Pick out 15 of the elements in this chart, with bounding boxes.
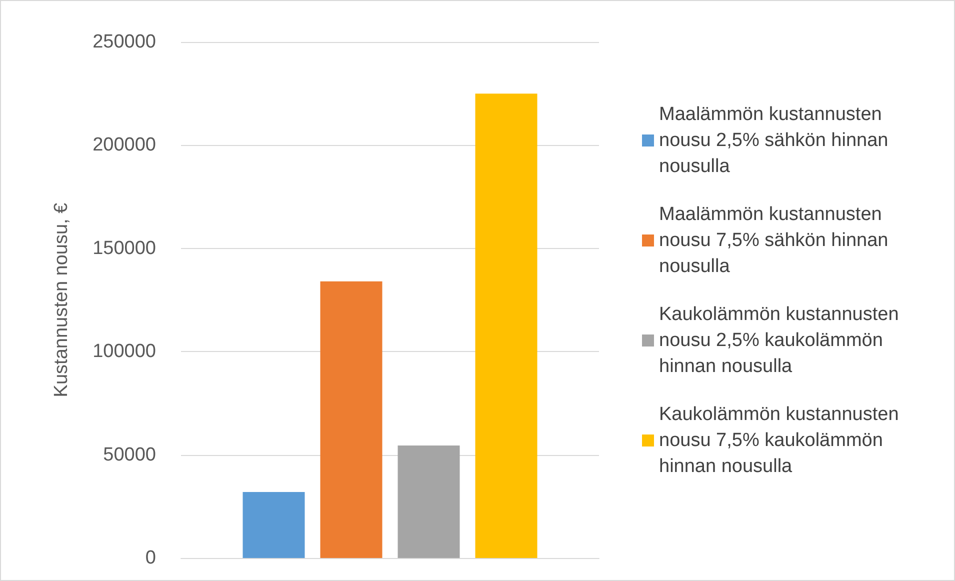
legend-label: Maalämmön kustannusten nousu 7,5% sähkön hinnan nousulla bbox=[659, 204, 894, 277]
bar bbox=[320, 281, 382, 558]
y-tick-label: 0 bbox=[145, 548, 156, 568]
y-tick-label: 200000 bbox=[92, 134, 156, 156]
y-axis-title: Kustannusten nousu, € bbox=[51, 202, 72, 398]
y-tick-label: 100000 bbox=[92, 341, 156, 362]
legend-label: Maalämmön kustannusten nousu 2,5% sähkön hinnan nousulla bbox=[659, 104, 894, 177]
y-tick-label: 50000 bbox=[103, 444, 156, 466]
bar bbox=[398, 446, 460, 558]
bar bbox=[242, 492, 305, 558]
y-tick-label: 250000 bbox=[92, 32, 156, 52]
bar bbox=[475, 94, 538, 558]
legend-label: Kaukolämmön kustannusten nousu 2,5% kaukolämmön hinnan nousulla bbox=[659, 304, 904, 377]
y-tick-label: 150000 bbox=[92, 238, 156, 259]
legend-label: Kaukolämmön kustannusten nousu 7,5% kaukolämmön hinnan nousulla bbox=[659, 404, 904, 477]
